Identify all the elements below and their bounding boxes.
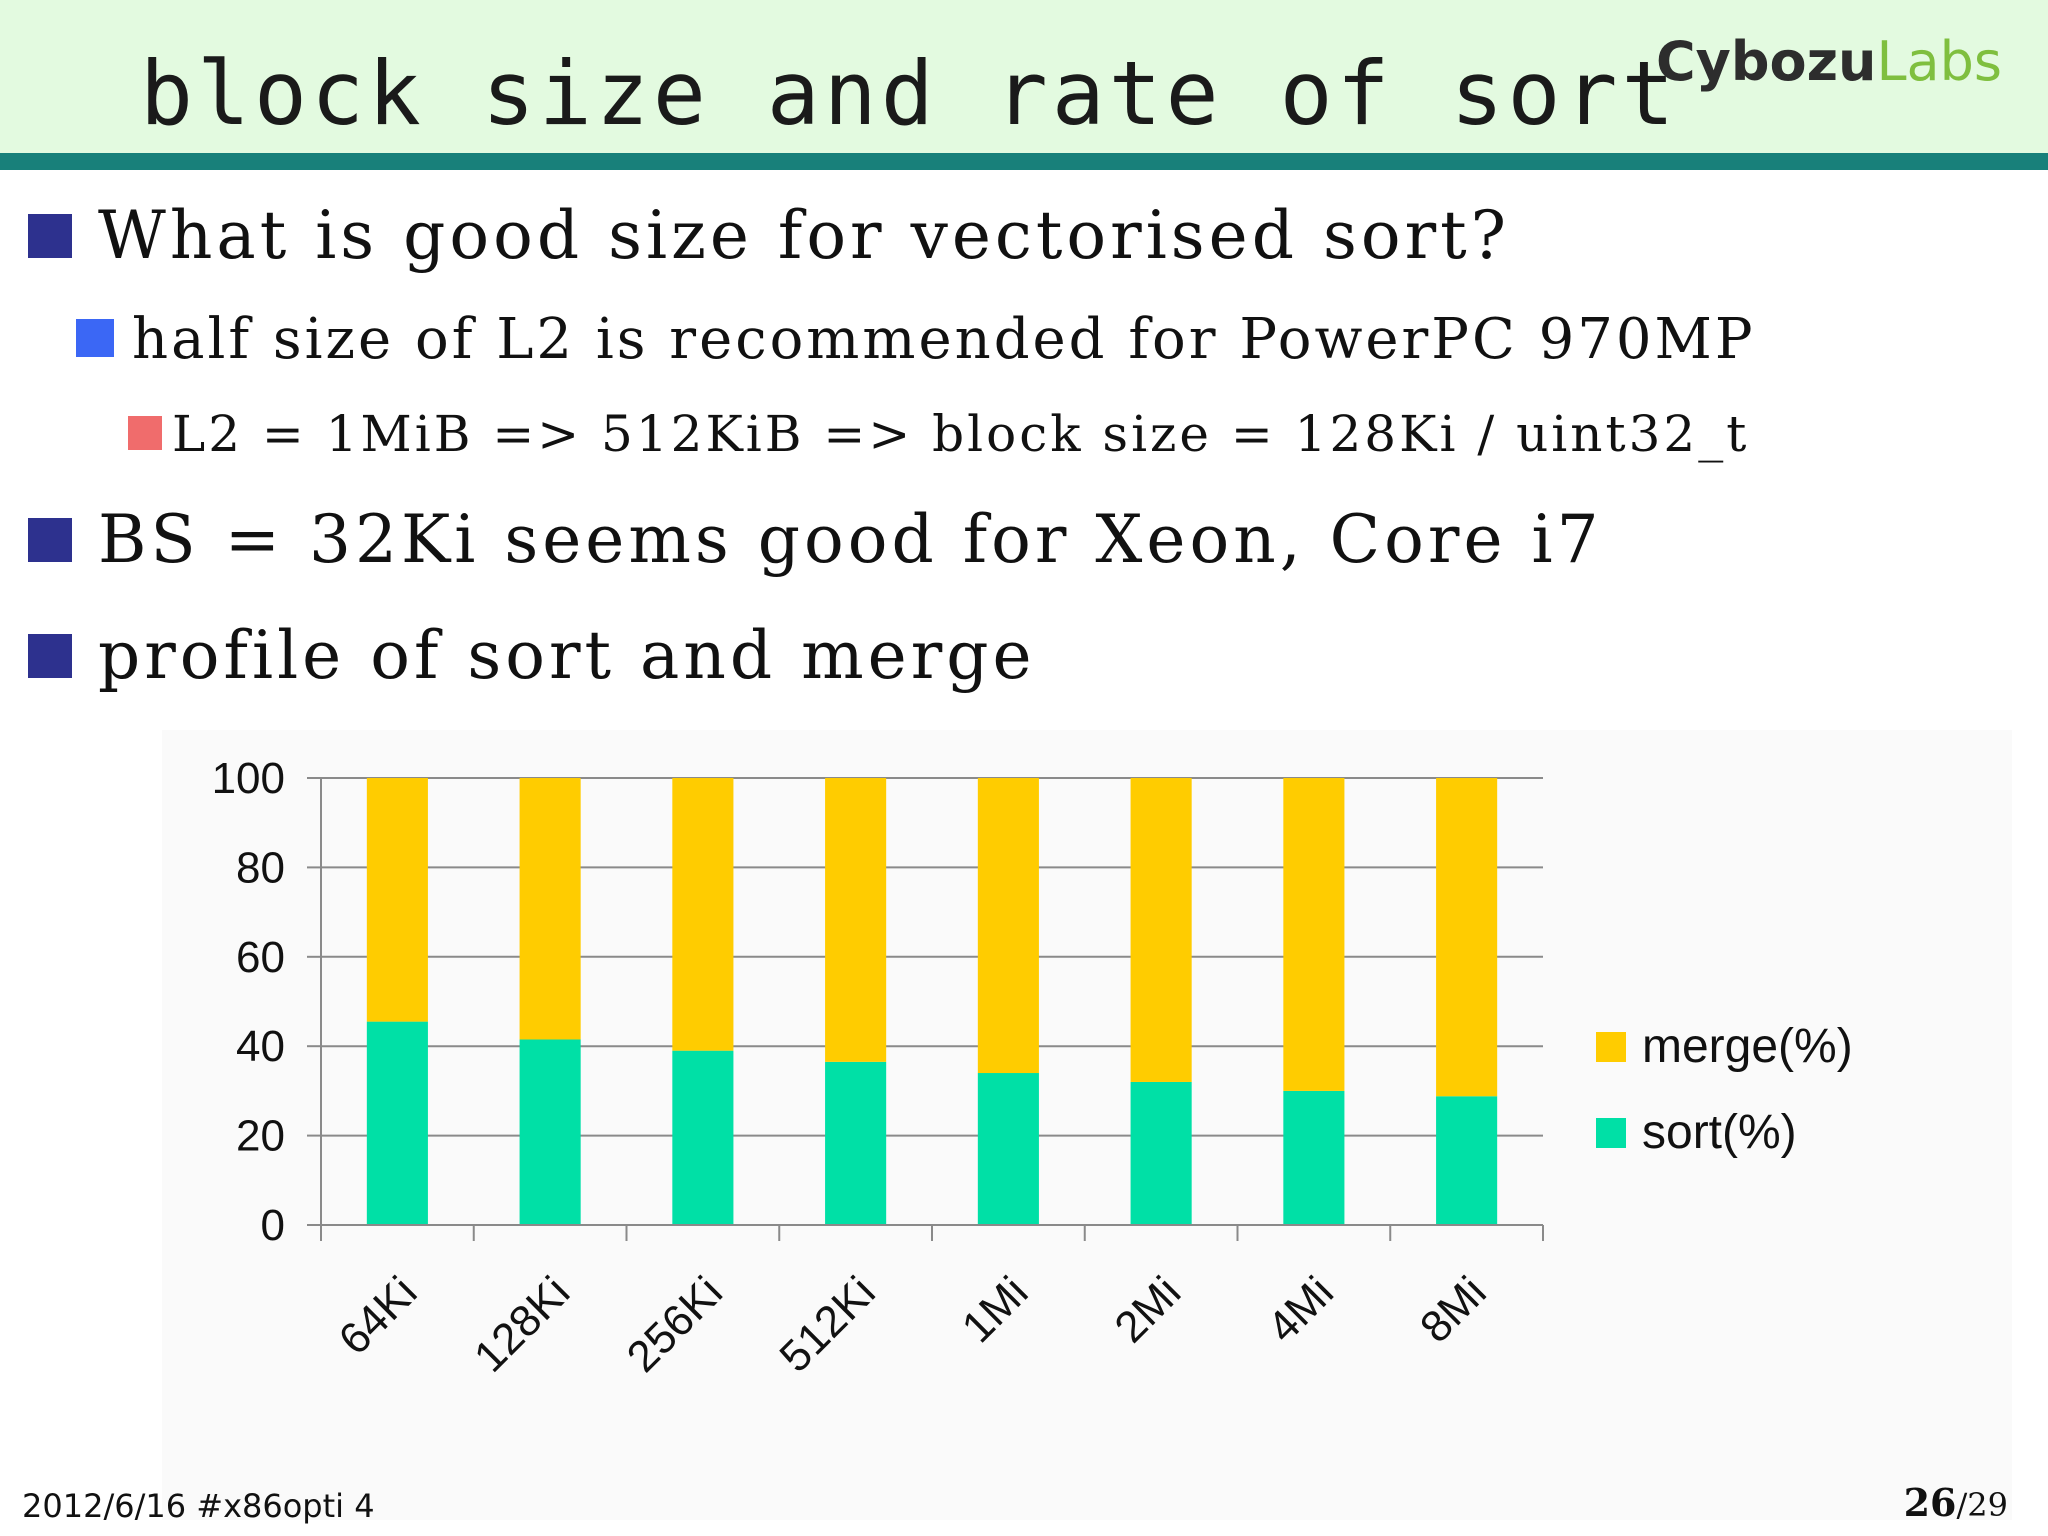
y-tick-label: 100 [212,754,285,803]
header-rule [0,153,2048,170]
x-tick-label: 1Mi [953,1267,1038,1352]
y-tick-label: 60 [236,933,285,982]
bullet-text: BS = 32Ki seems good for Xeon, Core i7 [98,501,1603,578]
y-tick-label: 0 [261,1201,285,1250]
page-total: 29 [1967,1486,2008,1524]
bullet-text: profile of sort and merge [98,617,1036,694]
bar-sort [519,1039,581,1225]
y-tick-label: 20 [236,1112,285,1161]
bullet-text: What is good size for vectorised sort? [98,197,1511,274]
company-logo: CybozuLabs [1656,30,2002,94]
x-tick-label: 512Ki [770,1267,884,1381]
x-tick-label: 4Mi [1258,1267,1343,1352]
square-bullet-icon [128,416,162,450]
page-current: 26 [1903,1480,1957,1525]
bar-sort [1436,1096,1498,1225]
bar-merge [977,778,1039,1074]
bar-merge [519,778,581,1040]
square-bullet-icon [76,319,114,357]
bar-sort [366,1021,428,1225]
bar-sort [672,1050,734,1225]
square-bullet-icon [28,214,72,258]
legend-label: merge(%) [1642,1020,1853,1073]
page-separator: / [1956,1486,1968,1524]
y-tick-label: 40 [236,1022,285,1071]
bar-merge [1130,778,1192,1082]
bar-merge [1436,778,1498,1097]
bullet-text: half size of L2 is recommended for Power… [132,307,1756,372]
slide-title: block size and rate of sort [140,42,1679,145]
x-tick-label: 256Ki [618,1267,732,1381]
chart-background [162,730,2012,1520]
bar-merge [1283,778,1345,1091]
legend-swatch [1596,1032,1626,1062]
legend-label: sort(%) [1642,1106,1797,1159]
footer-date-event: 2012/6/16 #x86opti 4 [22,1487,375,1525]
legend-swatch [1596,1118,1626,1148]
bar-sort [1130,1081,1192,1225]
logo-text-labs: Labs [1876,30,2003,93]
bar-sort [977,1073,1039,1225]
y-tick-label: 80 [236,843,285,892]
x-tick-label: 8Mi [1411,1267,1496,1352]
square-bullet-icon [28,634,72,678]
x-tick-label: 64Ki [330,1267,427,1364]
logo-text-cybozu: Cybozu [1656,30,1877,93]
bar-merge [366,778,428,1022]
header-band [0,0,2048,153]
bar-merge [825,778,887,1062]
bar-sort [825,1061,887,1225]
page-number: 26/29 [1904,1480,2008,1525]
x-tick-label: 2Mi [1105,1267,1190,1352]
bullet-text: L2 = 1MiB => 512KiB => block size = 128K… [172,405,1750,463]
bar-merge [672,778,734,1051]
bar-sort [1283,1090,1345,1225]
x-tick-label: 128Ki [465,1267,579,1381]
square-bullet-icon [28,518,72,562]
